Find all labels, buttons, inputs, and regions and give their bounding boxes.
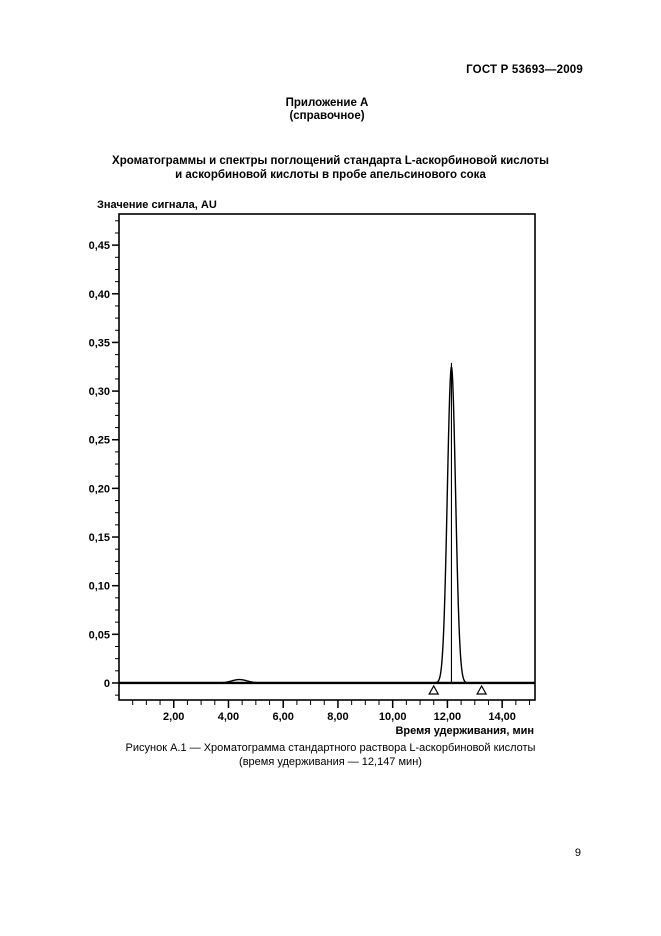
y-axis-tick-label: 0,45 — [89, 240, 110, 252]
x-axis-tick-label: 14,00 — [488, 711, 516, 723]
page-number: 9 — [574, 847, 581, 859]
appendix-subtitle: (справочное) — [289, 110, 365, 122]
x-axis-title: Время удерживания, мин — [395, 725, 534, 737]
figure-caption-line2: (время удерживания — 12,147 мин) — [239, 755, 422, 768]
y-axis-tick-label: 0,35 — [89, 337, 110, 349]
section-title: Хроматограммы и спектры поглощений станд… — [0, 155, 661, 182]
chromatogram-trace — [118, 366, 536, 684]
section-title-line2: и аскорбиновой кислоты в пробе апельсино… — [175, 168, 486, 181]
appendix-heading: Приложение А (справочное) — [0, 97, 654, 123]
figure-caption: Рисунок А.1 — Хроматограмма стандартного… — [0, 742, 661, 769]
x-axis-tick-label: 10,00 — [379, 711, 407, 723]
chromatogram-figure: Значение сигнала, AU 0 0,05 0,10 0,15 0,20 0,2… — [85, 197, 550, 742]
y-axis-tick-label: 0,20 — [89, 483, 110, 495]
y-axis-title: Значение сигнала, AU — [97, 199, 217, 211]
x-axis-tick-label: 4,00 — [218, 711, 239, 723]
y-axis-tick-label: 0,05 — [89, 629, 110, 641]
x-axis-tick-label: 2,00 — [163, 711, 184, 723]
y-axis-tick-label: 0,25 — [89, 435, 110, 447]
x-axis-tick-label: 8,00 — [327, 711, 348, 723]
x-axis-tick-label: 6,00 — [272, 711, 293, 723]
plot-frame — [118, 213, 536, 701]
chromatogram-chart: Значение сигнала, AU 0 0,05 0,10 0,15 0,20 0,2… — [89, 199, 536, 737]
x-axis-tick-label: 12,00 — [434, 711, 462, 723]
figure-caption-line1: Рисунок А.1 — Хроматограмма стандартного… — [125, 742, 536, 754]
y-axis-tick-label: 0 — [104, 678, 110, 690]
appendix-title: Приложение А — [285, 97, 369, 109]
y-axis-tick-label: 0,15 — [89, 532, 110, 544]
y-axis-tick-label: 0,10 — [89, 581, 110, 593]
standard-number-header: ГОСТ Р 53693—2009 — [466, 64, 583, 76]
y-axis-tick-label: 0,40 — [89, 289, 110, 301]
integration-marker-triangle — [476, 684, 488, 695]
y-axis-tick-label: 0,30 — [89, 386, 110, 398]
integration-marker-triangle — [428, 684, 440, 695]
section-title-line1: Хроматограммы и спектры поглощений станд… — [112, 155, 549, 167]
